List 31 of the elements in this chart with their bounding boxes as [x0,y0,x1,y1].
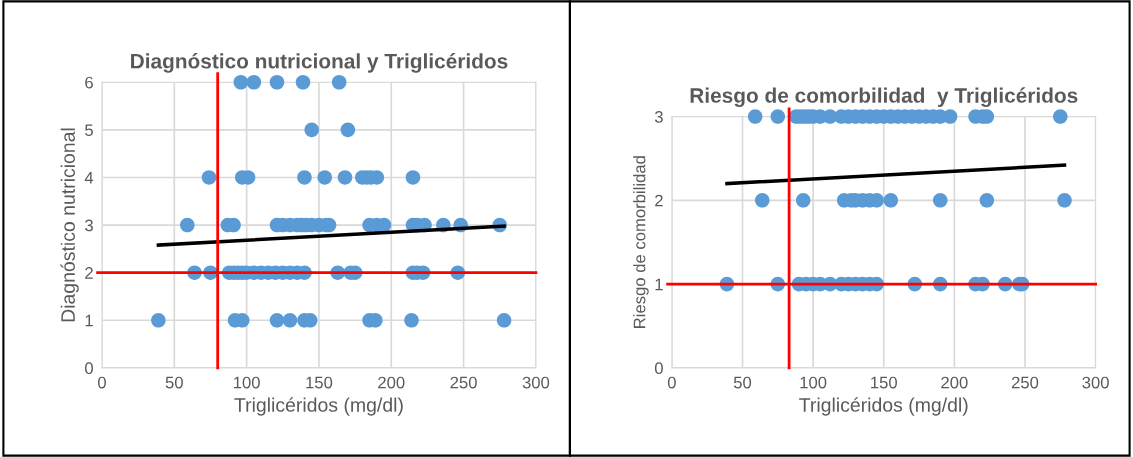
x-tick-label: 0 [97,376,106,389]
y-tick-label: 1 [655,278,663,291]
y-tick-label: 0 [85,362,93,375]
x-tick-label: 0 [667,376,676,389]
x-axis-title: Triglicéridos (mg/dl) [799,397,968,416]
x-tick-label: 50 [733,376,752,389]
y-tick-label: 5 [85,124,93,137]
x-tick-label: 100 [800,376,827,389]
y-tick-label: 3 [85,219,93,232]
chart-title: Riesgo de comorbilidad y Triglicéridos [690,87,1078,108]
x-tick-label: 200 [941,376,968,389]
y-tick-label: 2 [85,267,93,279]
y-tick-label: 3 [654,110,663,123]
y-tick-label: 2 [655,194,663,207]
x-tick-label: 250 [450,376,477,389]
x-tick-label: 250 [1011,376,1039,389]
x-tick-label: 150 [306,376,333,389]
x-tick-label: 300 [522,376,550,389]
x-tick-label: 200 [378,376,405,389]
y-tick-label: 0 [654,362,663,375]
y-tick-label: 1 [85,314,93,327]
y-axis-title: Riesgo de comorbilidad [633,156,649,328]
y-axis-title: Diagnóstico nutricional [60,128,79,322]
x-tick-label: 100 [233,376,260,389]
y-tick-label: 4 [84,172,94,184]
y-tick-label: 6 [85,76,93,89]
x-axis-title: Triglicéridos (mg/dl) [234,397,403,416]
chart-title: Diagnóstico nutricional y Triglicéridos [131,53,508,73]
x-tick-label: 300 [1082,376,1109,389]
x-tick-label: 150 [871,376,897,389]
x-tick-label: 50 [165,376,183,389]
